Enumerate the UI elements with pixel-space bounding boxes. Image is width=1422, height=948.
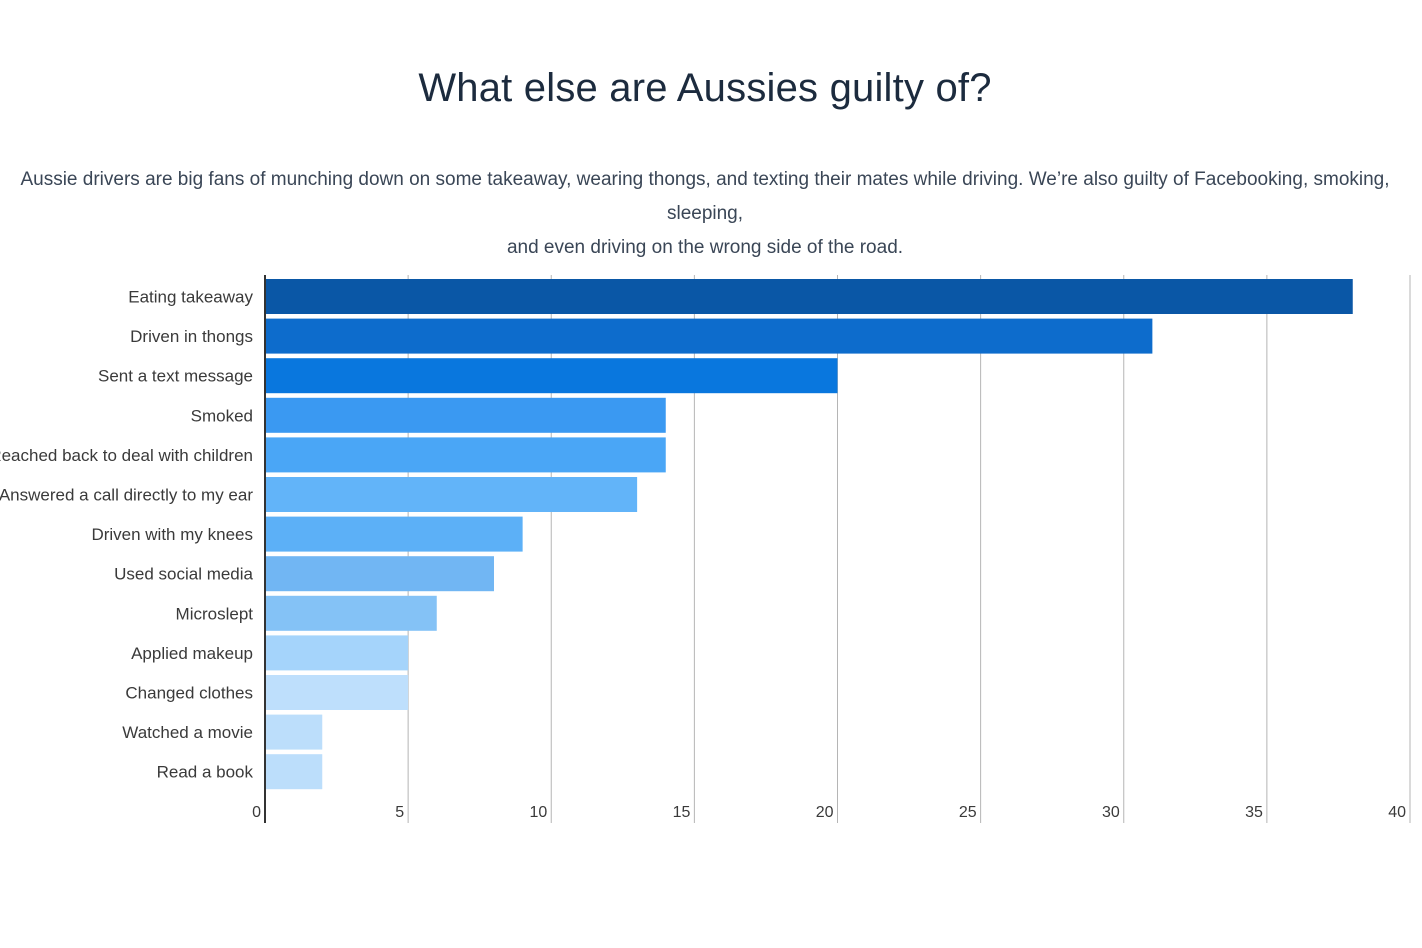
bar-11 xyxy=(265,714,323,750)
bar-6 xyxy=(265,516,523,552)
tick-label-30: 30 xyxy=(1102,804,1120,821)
bar-1 xyxy=(265,318,1153,354)
chart-title: What else are Aussies guilty of? xyxy=(418,66,992,110)
bar-3 xyxy=(265,397,666,433)
bar-4 xyxy=(265,437,666,473)
bar-7 xyxy=(265,556,494,592)
category-label-10: Changed clothes xyxy=(125,684,253,703)
category-label-5: Answered a call directly to my ear xyxy=(0,486,253,505)
category-labels: Eating takeaway Driven in thongs Sent a te… xyxy=(0,288,254,782)
category-label-0: Eating takeaway xyxy=(128,288,253,307)
category-label-1: Driven in thongs xyxy=(130,327,253,346)
bar-9 xyxy=(265,635,409,671)
tick-label-0: 0 xyxy=(252,804,261,821)
category-label-8: Microslept xyxy=(176,604,254,623)
category-label-4: Reached back to deal with children xyxy=(0,446,253,465)
bar-8 xyxy=(265,595,437,631)
subtitle-line-1: Aussie drivers are big fans of munching … xyxy=(20,169,1390,224)
category-label-12: Read a book xyxy=(157,763,254,782)
subtitle-line-2: and even driving on the wrong side of th… xyxy=(506,237,904,258)
category-label-7: Used social media xyxy=(114,565,253,584)
tick-label-25: 25 xyxy=(959,804,977,821)
bar-10 xyxy=(265,675,409,710)
tick-label-5: 5 xyxy=(395,804,404,821)
tick-label-35: 35 xyxy=(1245,804,1263,821)
bar-layer xyxy=(265,279,1353,790)
bar-5 xyxy=(265,477,638,512)
category-label-3: Smoked xyxy=(191,406,253,425)
bar-2 xyxy=(265,358,838,394)
bar-12 xyxy=(265,754,323,790)
tick-label-15: 15 xyxy=(673,804,691,821)
category-label-6: Driven with my knees xyxy=(91,525,253,544)
x-axis-ticks: 0 5 10 15 20 25 30 35 40 xyxy=(252,804,1406,821)
bar-0 xyxy=(265,279,1353,314)
category-label-9: Applied makeup xyxy=(131,644,253,663)
tick-label-20: 20 xyxy=(816,804,834,821)
grid-layer xyxy=(407,275,1411,823)
category-label-11: Watched a movie xyxy=(122,723,253,742)
tick-label-10: 10 xyxy=(529,804,547,821)
chart-subtitle: Aussie drivers are big fans of munching … xyxy=(0,163,1410,265)
category-label-2: Sent a text message xyxy=(98,367,253,386)
tick-label-40: 40 xyxy=(1388,804,1406,821)
